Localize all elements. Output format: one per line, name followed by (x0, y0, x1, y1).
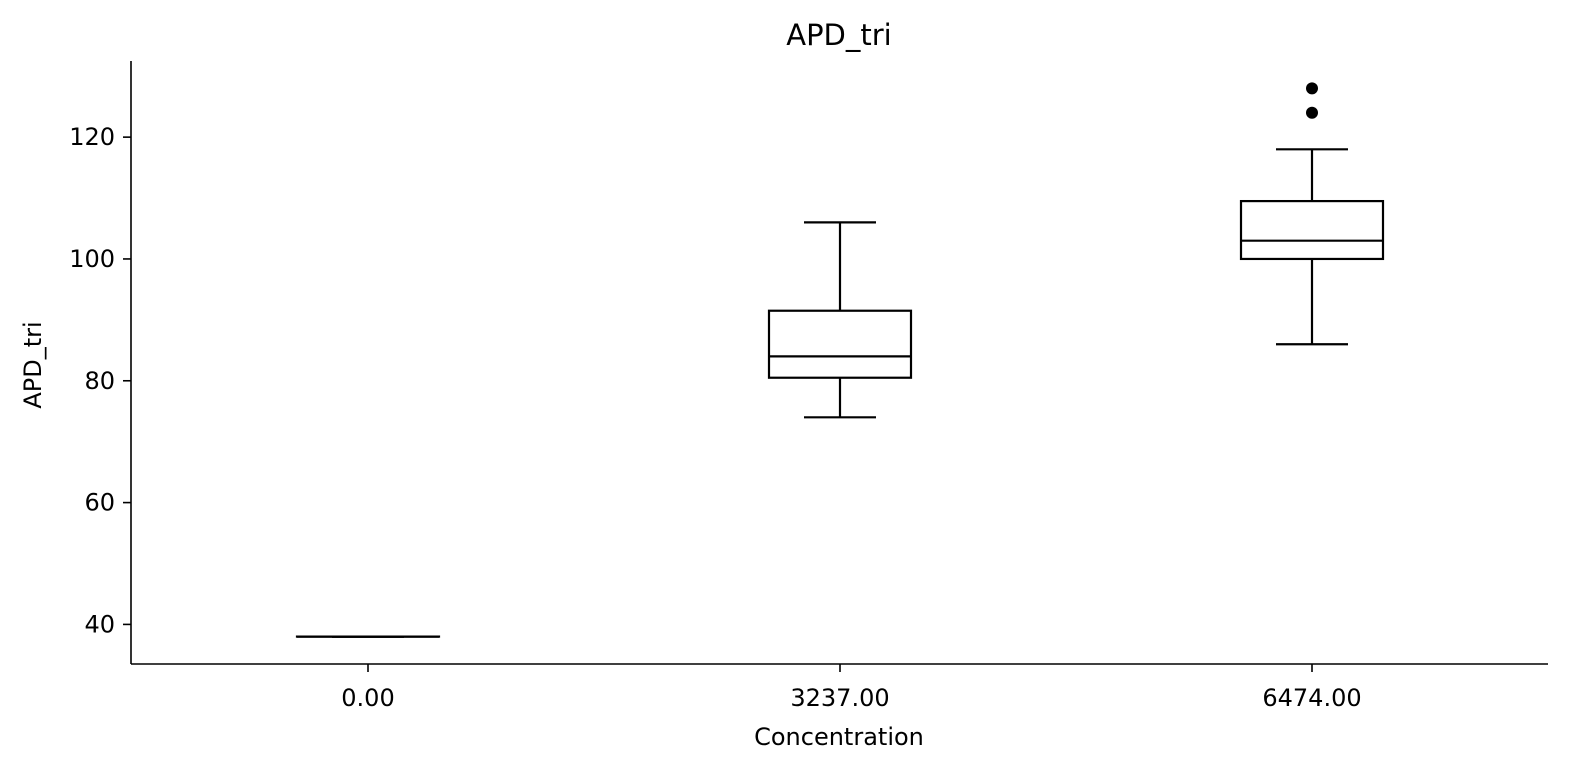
box-3237.00 (767, 221, 913, 419)
box-iqr (1239, 199, 1385, 261)
y-tick-label: 40 (84, 610, 115, 638)
outlier-point (1306, 82, 1318, 95)
box-iqr (767, 309, 913, 379)
chart-title: APD_tri (786, 18, 892, 52)
y-axis-ticks: 40 60 80 100 120 (69, 123, 131, 638)
y-axis-title: APD_tri (19, 321, 47, 408)
x-tick-label: 0.00 (341, 684, 394, 712)
x-axis-ticks: 0.00 3237.00 6474.00 (341, 664, 1362, 712)
x-axis-title: Concentration (754, 723, 924, 751)
x-tick-label: 6474.00 (1262, 684, 1361, 712)
x-tick-label: 3237.00 (790, 684, 889, 712)
box-series (295, 82, 1385, 638)
outlier-point (1306, 106, 1318, 119)
box-6474.00 (1239, 82, 1385, 346)
y-tick-label: 80 (84, 367, 115, 395)
y-tick-label: 120 (69, 123, 115, 151)
y-tick-label: 60 (84, 489, 115, 517)
y-tick-label: 100 (69, 245, 115, 273)
